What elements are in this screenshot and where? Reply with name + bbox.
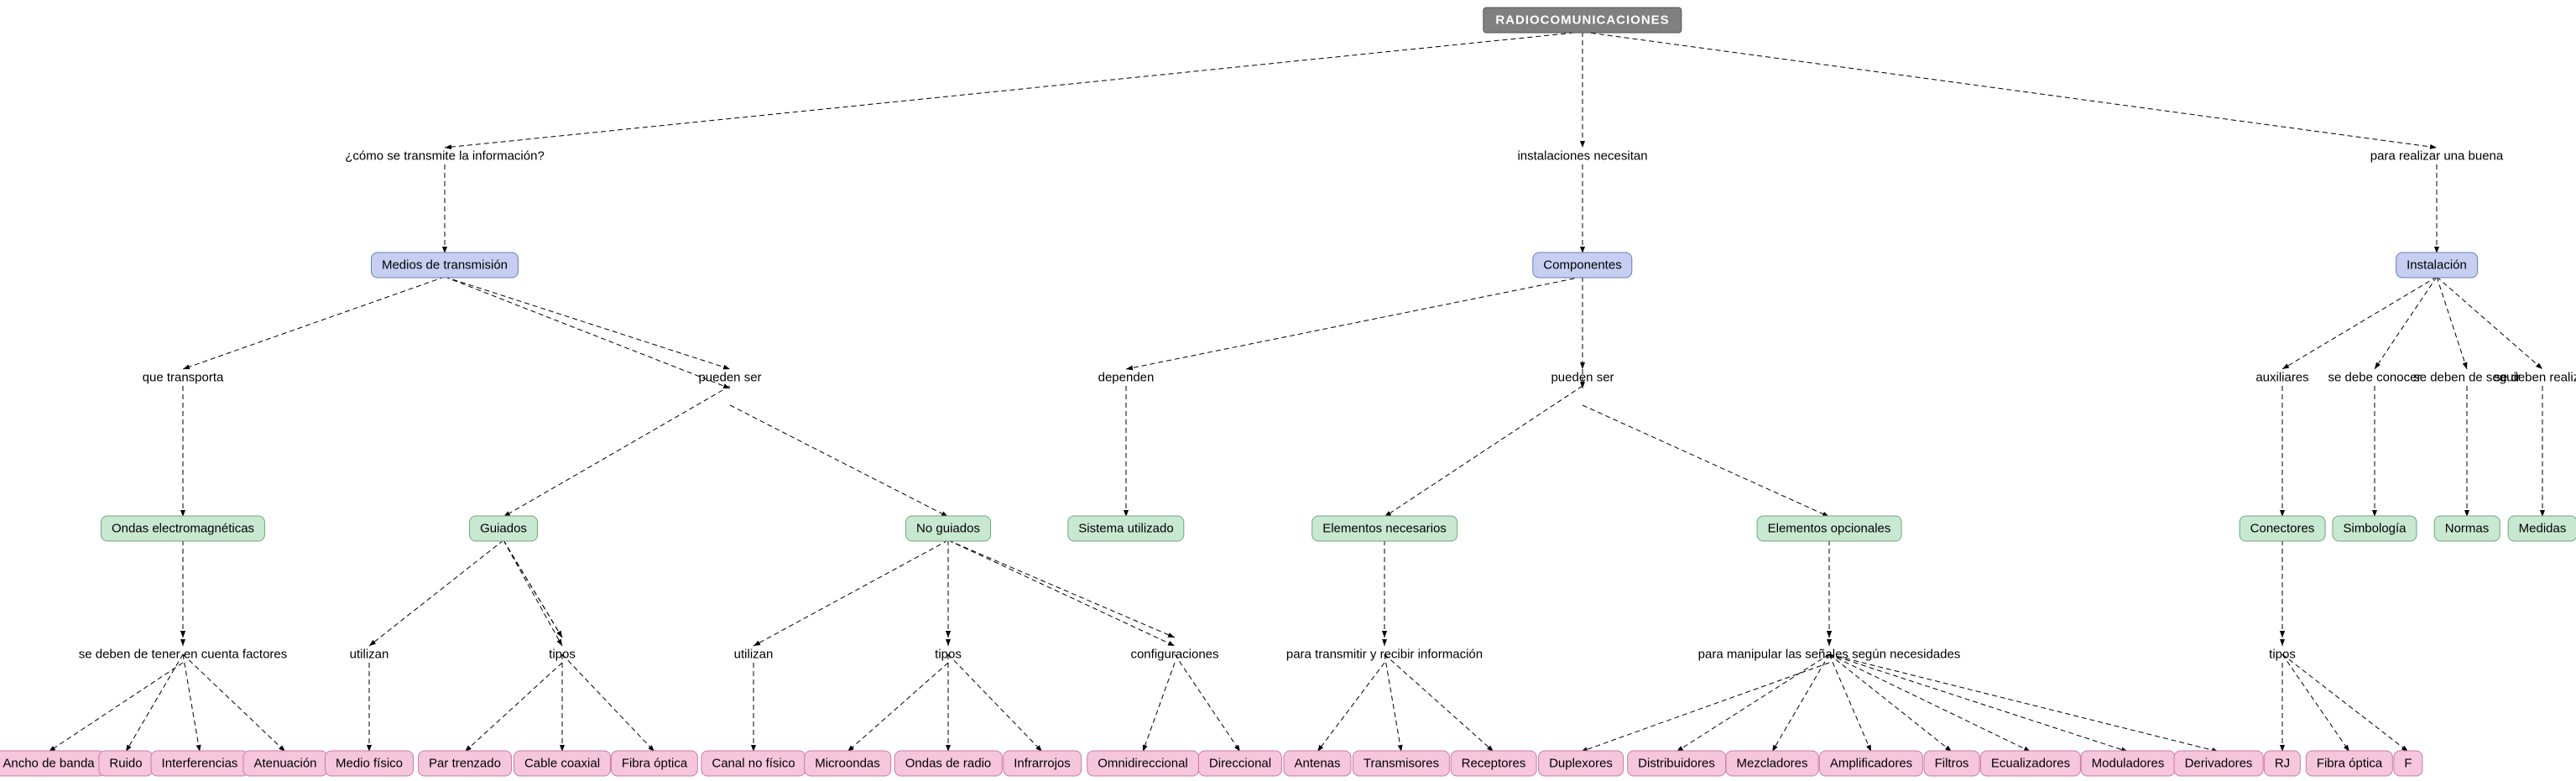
node-filtros: Filtros: [1924, 751, 1980, 777]
node-medios: Medios de transmisión: [371, 253, 519, 279]
node-ccoax: Cable coaxial: [514, 751, 611, 777]
node-mfisico: Medio físico: [325, 751, 414, 777]
node-guiados: Guiados: [469, 516, 538, 542]
node-fibra2: Fibra óptica: [2306, 751, 2393, 777]
edge-label: dependen: [1098, 371, 1155, 385]
node-medidas: Medidas: [2508, 516, 2576, 542]
node-inst: Instalación: [2396, 253, 2478, 279]
edge-label: pueden ser: [698, 371, 761, 385]
node-ruido: Ruido: [98, 751, 153, 777]
node-microondas: Microondas: [804, 751, 891, 777]
node-recept: Receptores: [1451, 751, 1537, 777]
edge-label: que transporta: [143, 371, 224, 385]
node-f: F: [2393, 751, 2422, 777]
node-infrarr: Infrarrojos: [1003, 751, 1082, 777]
edge-label: se deben de tener en cuenta factores: [79, 648, 288, 662]
edge-label: tipos: [549, 648, 576, 662]
edge-label: para realizar una buena: [2370, 149, 2503, 164]
node-elemnec: Elementos necesarios: [1311, 516, 1457, 542]
node-omni: Omnidireccional: [1087, 751, 1199, 777]
node-comp: Componentes: [1532, 253, 1632, 279]
node-transmis: Transmisores: [1353, 751, 1450, 777]
edge-label: para transmitir y recibir información: [1286, 648, 1483, 662]
node-deriv: Derivadores: [2174, 751, 2264, 777]
node-rj: RJ: [2264, 751, 2301, 777]
node-ecual: Ecualizadores: [1980, 751, 2081, 777]
node-interf: Interferencias: [151, 751, 249, 777]
node-sistema: Sistema utilizado: [1067, 516, 1184, 542]
node-distrib: Distribuidores: [1627, 751, 1726, 777]
node-ondas: Ondas electromagnéticas: [101, 516, 265, 542]
node-modul: Moduladores: [2081, 751, 2176, 777]
node-elemopc: Elementos opcionales: [1757, 516, 1902, 542]
node-canalnf: Canal no físico: [701, 751, 806, 777]
edge-label: utilizan: [350, 648, 389, 662]
node-mezcl: Mezcladores: [1725, 751, 1818, 777]
node-direcc: Direccional: [1198, 751, 1282, 777]
edge-label: utilizan: [734, 648, 774, 662]
edge-label: auxiliares: [2255, 371, 2308, 385]
edge-label: tipos: [2269, 648, 2296, 662]
edge-label: tipos: [935, 648, 962, 662]
edge-label: se debe conocer: [2328, 371, 2422, 385]
edge-label: se deben realizar: [2494, 371, 2576, 385]
edge-label: pueden ser: [1551, 371, 1614, 385]
node-root: RADIOCOMUNICACIONES: [1483, 8, 1682, 34]
edge-label: para manipular las señales según necesid…: [1698, 648, 1961, 662]
node-ancho: Ancho de banda: [0, 751, 106, 777]
node-normas: Normas: [2434, 516, 2500, 542]
node-conect: Conectores: [2240, 516, 2326, 542]
node-ondasradio: Ondas de radio: [894, 751, 1003, 777]
edge-label: instalaciones necesitan: [1517, 149, 1647, 164]
node-atenu: Atenuación: [242, 751, 327, 777]
node-noguiados: No guiados: [905, 516, 991, 542]
node-antenas: Antenas: [1283, 751, 1351, 777]
node-fibra1: Fibra óptica: [611, 751, 698, 777]
node-amplif: Amplificadores: [1819, 751, 1923, 777]
edge-label: ¿cómo se transmite la información?: [345, 149, 545, 164]
edge-label: configuraciones: [1130, 648, 1218, 662]
node-duplex: Duplexores: [1538, 751, 1624, 777]
node-partrenz: Par trenzado: [418, 751, 512, 777]
node-simb: Simbología: [2332, 516, 2417, 542]
